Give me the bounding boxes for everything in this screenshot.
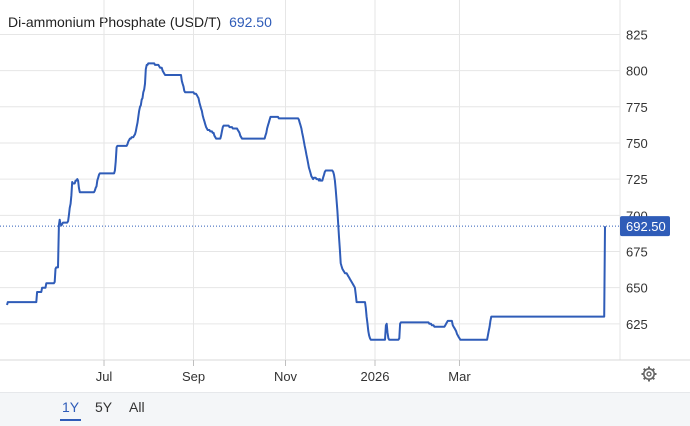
x-axis-ticks: Jul Sep Nov 2026 Mar [96, 360, 471, 384]
price-series-line [6, 62, 606, 341]
range-all-button[interactable]: All [129, 399, 145, 415]
last-value-label: 692.50 [229, 14, 272, 30]
y-tick-label: 625 [626, 317, 648, 332]
x-tick-label: 2026 [361, 369, 390, 384]
chart-title-row: Di-ammonium Phosphate (USD/T) 692.50 [8, 14, 272, 30]
x-tick-label: Jul [96, 369, 113, 384]
y-tick-label: 775 [626, 100, 648, 115]
y-tick-label: 750 [626, 136, 648, 151]
chart-title: Di-ammonium Phosphate (USD/T) [8, 14, 222, 30]
x-tick-label: Nov [274, 369, 298, 384]
range-1y-button[interactable]: 1Y [60, 399, 82, 421]
grid-lines [0, 0, 690, 361]
range-5y-button[interactable]: 5Y [95, 399, 113, 415]
settings-gear-icon[interactable] [641, 366, 657, 382]
y-tick-label: 825 [626, 27, 648, 42]
y-tick-label: 650 [626, 281, 648, 296]
last-value-badge-text: 692.50 [626, 219, 666, 234]
x-tick-label: Mar [448, 369, 471, 384]
gear-icon [641, 366, 657, 382]
y-tick-label: 675 [626, 244, 648, 259]
y-tick-label: 800 [626, 64, 648, 79]
range-selector-bar: 1Y 5Y All [0, 392, 690, 426]
last-value-badge: 692.50 [620, 216, 670, 237]
x-tick-label: Sep [182, 369, 205, 384]
y-tick-label: 725 [626, 172, 648, 187]
